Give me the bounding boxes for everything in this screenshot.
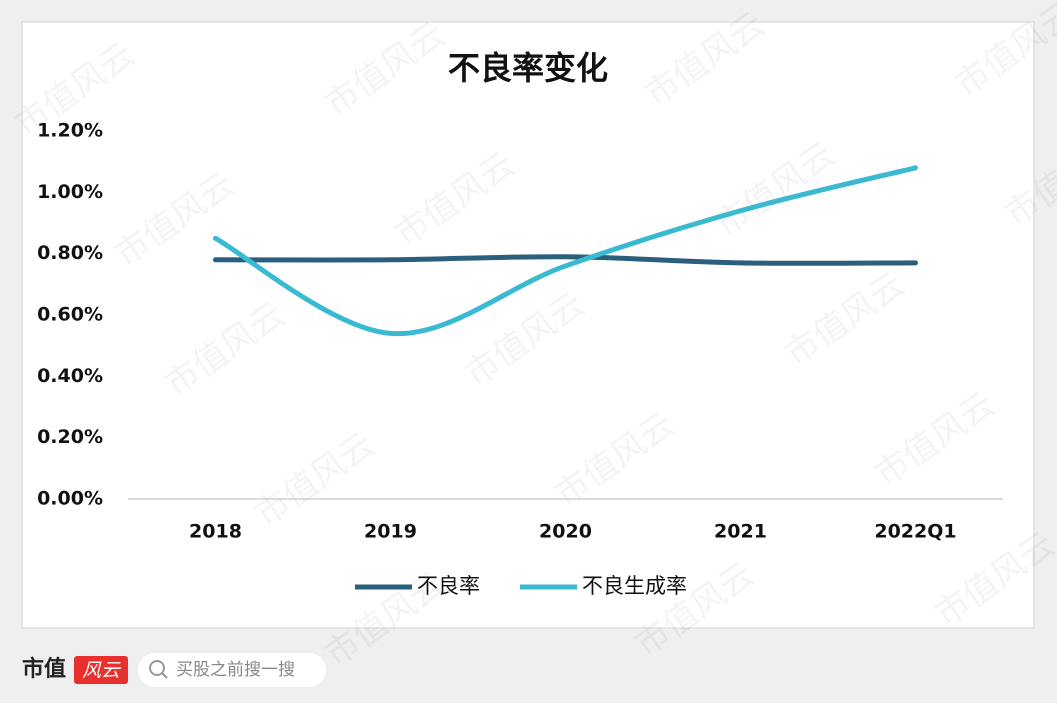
y-tick-label: 0.20% [37,426,103,448]
search-box[interactable] [138,653,326,687]
y-tick-label: 1.00% [37,181,103,203]
search-icon-handle [161,672,168,679]
brand-badge [74,656,128,684]
x-tick-label: 2021 [714,521,767,543]
y-tick-label: 0.40% [37,365,103,387]
series-line [213,165,918,337]
search-icon [149,660,165,676]
y-tick-label: 0.00% [37,488,103,510]
legend-label: 不良率 [417,574,480,598]
brand: 市值 [22,656,66,682]
x-tick-label: 2019 [364,521,417,543]
chart-frame [21,21,1035,629]
chart-title: 不良率变化 [448,49,608,87]
search-placeholder: 买股之前搜一搜 [176,660,295,680]
y-tick-label: 0.60% [37,304,103,326]
x-tick-label: 2022Q1 [874,521,956,543]
series-line [213,254,918,266]
y-tick-label: 0.80% [37,242,103,264]
x-tick-label: 2018 [189,521,242,543]
brand-badge-text: 风云 [82,660,122,682]
x-tick-label: 2020 [539,521,592,543]
y-tick-label: 1.20% [37,120,103,142]
legend-label: 不良生成率 [582,574,687,598]
